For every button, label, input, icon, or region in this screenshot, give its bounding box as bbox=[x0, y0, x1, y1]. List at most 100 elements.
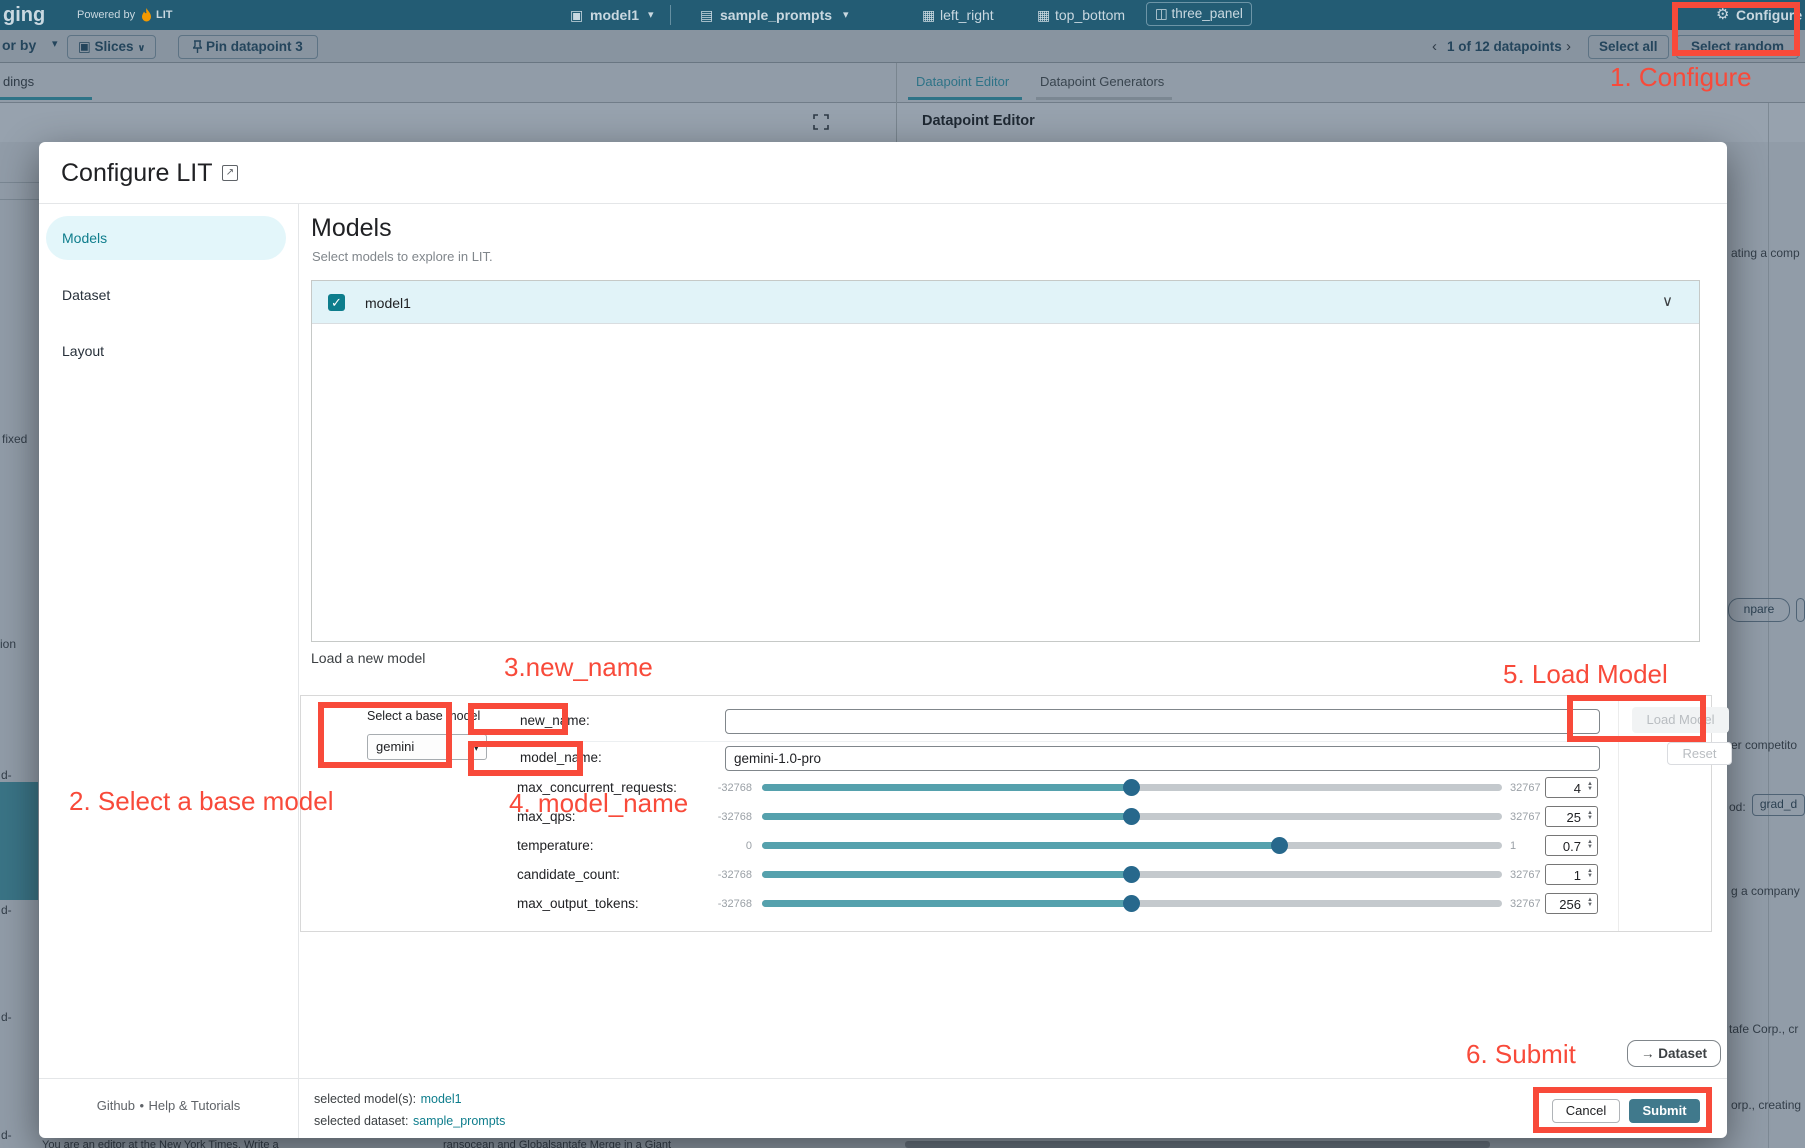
stepper-arrows-icon[interactable]: ▲ ▼ bbox=[1587, 868, 1593, 879]
lit-brand-label: LIT bbox=[156, 9, 173, 21]
annotation-label-1: 1. Configure bbox=[1610, 62, 1752, 92]
left-fragment-d3: d- bbox=[1, 1010, 12, 1024]
pin-icon bbox=[192, 40, 204, 53]
layout-three-panel[interactable]: ◫ three_panel bbox=[1146, 2, 1252, 26]
right-fragment-5: g a company bbox=[1731, 884, 1800, 898]
layout-left-right[interactable]: left_right bbox=[940, 7, 994, 23]
value-stepper[interactable]: 1 ▲ ▼ bbox=[1545, 864, 1598, 885]
gutter-line bbox=[0, 182, 39, 183]
select-all-button[interactable]: Select all bbox=[1588, 35, 1669, 59]
slices-button[interactable]: ▣ Slices ∨ bbox=[67, 35, 157, 59]
nav-models-active[interactable]: Models bbox=[46, 216, 286, 260]
cancel-button[interactable]: Cancel bbox=[1552, 1099, 1620, 1123]
model-menu-caret[interactable]: ▾ bbox=[648, 9, 654, 21]
prev-datapoint-icon[interactable]: ‹ bbox=[1432, 38, 1437, 55]
external-link-icon[interactable]: ↗ bbox=[222, 165, 238, 181]
dataset-menu[interactable]: sample_prompts bbox=[720, 7, 833, 23]
model-row[interactable]: ✓ model1 ∨ bbox=[312, 281, 1699, 324]
annotation-label-4: 4. model_name bbox=[509, 788, 689, 818]
color-by-caret[interactable]: ▾ bbox=[52, 38, 58, 50]
goto-dataset-button[interactable]: → Dataset bbox=[1627, 1040, 1721, 1067]
color-by-fragment[interactable]: or by bbox=[2, 37, 37, 53]
new-name-input[interactable] bbox=[725, 709, 1600, 734]
datapoint-pagination: 1 of 12 datapoints bbox=[1447, 39, 1562, 54]
stepper-arrows-icon[interactable]: ▲ ▼ bbox=[1587, 839, 1593, 850]
model-name-input[interactable] bbox=[725, 746, 1600, 771]
slider-max-label: 32767 bbox=[1510, 811, 1541, 823]
value-stepper[interactable]: 0.7 ▲ ▼ bbox=[1545, 835, 1598, 856]
slider-handle[interactable] bbox=[1123, 895, 1140, 912]
right-fragment-7: orp., creating bbox=[1731, 1098, 1802, 1112]
reset-button[interactable]: Reset bbox=[1667, 742, 1732, 765]
new-name-row-divider bbox=[506, 741, 1606, 742]
slices-icon: ▣ bbox=[78, 39, 91, 54]
configure-lit-dialog: Configure LIT ↗ Models Dataset Layout Mo… bbox=[39, 142, 1732, 1138]
embeddings-tab-fragment[interactable]: dings bbox=[3, 74, 35, 89]
footer-divider bbox=[39, 1078, 1727, 1079]
topbar-separator bbox=[670, 5, 671, 25]
layout-top-bottom[interactable]: top_bottom bbox=[1055, 7, 1126, 23]
layout-left-right-icon: ▦ bbox=[922, 7, 936, 23]
submit-button[interactable]: Submit bbox=[1629, 1099, 1700, 1123]
selected-model-link[interactable]: model1 bbox=[420, 1092, 462, 1106]
github-link[interactable]: Github bbox=[96, 1098, 136, 1113]
annotation-label-6: 6. Submit bbox=[1466, 1039, 1576, 1069]
footer-dot: • bbox=[139, 1098, 145, 1113]
value-stepper[interactable]: 4 ▲ ▼ bbox=[1545, 777, 1598, 798]
slider-min-label: -32768 bbox=[717, 869, 752, 881]
form-button-column-divider bbox=[1618, 698, 1619, 931]
slider-row-max-output-tokens: max_output_tokens: -32768 32767 256 ▲ ▼ bbox=[301, 893, 1618, 915]
right-fragment-1: ating a comp bbox=[1731, 246, 1800, 260]
sidebar-divider bbox=[298, 203, 299, 1138]
bottom-fragment-2: ransocean and Globalsantafe Merge in a G… bbox=[443, 1139, 672, 1148]
header-divider bbox=[39, 203, 1727, 204]
slider-min-label: -32768 bbox=[717, 898, 752, 910]
stepper-arrows-icon[interactable]: ▲ ▼ bbox=[1587, 781, 1593, 792]
grad-chip-fragment[interactable]: grad_d bbox=[1752, 794, 1805, 816]
value-stepper[interactable]: 25 ▲ ▼ bbox=[1545, 806, 1598, 827]
right-fragment-6: tafe Corp., cr bbox=[1729, 1022, 1799, 1036]
datapoint-editor-tab[interactable]: Datapoint Editor bbox=[916, 74, 1010, 89]
stepper-arrows-icon[interactable]: ▲ ▼ bbox=[1587, 897, 1593, 908]
slider-handle[interactable] bbox=[1123, 779, 1140, 796]
slider-fill bbox=[762, 871, 1132, 878]
next-datapoint-icon[interactable]: › bbox=[1566, 38, 1571, 55]
pin-datapoint-button[interactable]: Pin datapoint 3 bbox=[178, 35, 318, 59]
dataset-icon: ▤ bbox=[700, 7, 714, 23]
right-fragment-3: er competito bbox=[1731, 738, 1798, 752]
load-model-button[interactable]: Load Model bbox=[1632, 707, 1729, 733]
datapoint-generators-tab[interactable]: Datapoint Generators bbox=[1040, 74, 1165, 89]
model-checkbox[interactable]: ✓ bbox=[328, 294, 345, 311]
lit-flame-icon bbox=[142, 8, 151, 22]
layout-top-bottom-icon: ▦ bbox=[1037, 7, 1051, 23]
help-tutorials-link[interactable]: Help & Tutorials bbox=[148, 1098, 241, 1113]
expand-panel-icon[interactable] bbox=[813, 114, 829, 130]
models-heading: Models bbox=[311, 214, 392, 242]
left-fragment-fixed: fixed bbox=[2, 432, 28, 446]
dataset-menu-caret[interactable]: ▾ bbox=[843, 9, 849, 21]
selected-dataset-link[interactable]: sample_prompts bbox=[412, 1114, 506, 1128]
slider-handle[interactable] bbox=[1271, 837, 1288, 854]
selection-toolbar: or by ▾ ▣ Slices ∨ Pin datapoint 3 ‹ 1 o… bbox=[0, 30, 1805, 63]
nav-dataset[interactable]: Dataset bbox=[62, 287, 111, 303]
left-fragment-ion: ion bbox=[0, 637, 17, 651]
module-tab-row: dings Datapoint Editor Datapoint Generat… bbox=[0, 63, 1805, 103]
base-model-select[interactable]: gemini ▾ bbox=[367, 734, 487, 760]
slider-handle[interactable] bbox=[1123, 866, 1140, 883]
slider-max-label: 32767 bbox=[1510, 782, 1541, 794]
compare-button-fragment[interactable]: npare bbox=[1728, 598, 1790, 622]
model-menu[interactable]: model1 bbox=[590, 7, 640, 23]
model-row-chevron-icon[interactable]: ∨ bbox=[1662, 293, 1673, 310]
value-stepper[interactable]: 256 ▲ ▼ bbox=[1545, 893, 1598, 914]
slices-caret: ∨ bbox=[137, 43, 146, 54]
annotation-label-3: 3.new_name bbox=[504, 652, 653, 682]
nav-layout[interactable]: Layout bbox=[62, 343, 105, 359]
load-model-heading: Load a new model bbox=[311, 650, 426, 666]
slider-handle[interactable] bbox=[1123, 808, 1140, 825]
annotation-box-base-model bbox=[318, 702, 452, 768]
configure-button[interactable]: Configure bbox=[1736, 7, 1803, 23]
annotation-box-model-name bbox=[468, 741, 583, 776]
stepper-arrows-icon[interactable]: ▲ ▼ bbox=[1587, 810, 1593, 821]
annotation-box-new-name bbox=[468, 703, 568, 735]
right-panel-divider bbox=[1768, 103, 1769, 1148]
